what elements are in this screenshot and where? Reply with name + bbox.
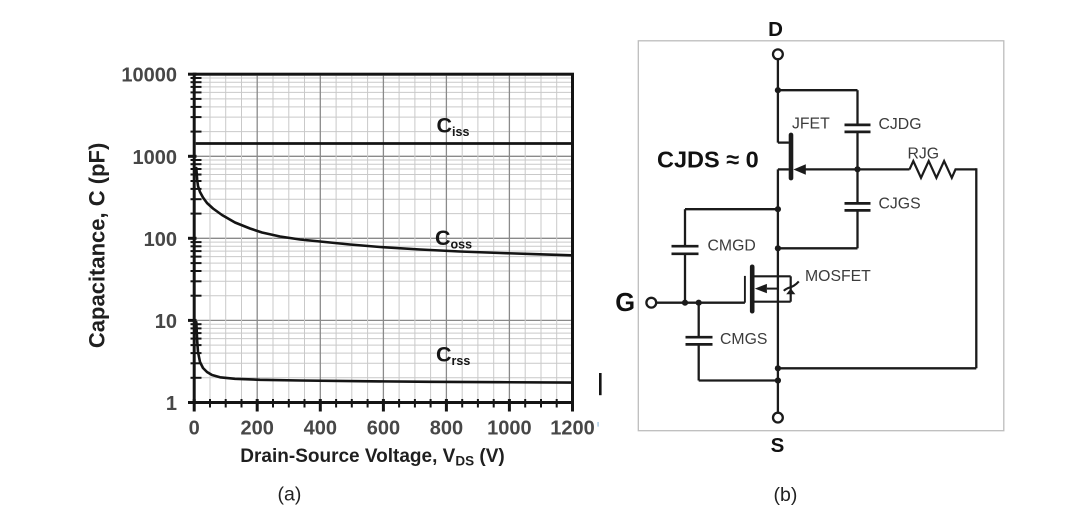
svg-text:JFET: JFET	[792, 116, 830, 133]
svg-text:1000: 1000	[133, 147, 178, 169]
svg-text:CJDS ≈ 0: CJDS ≈ 0	[657, 147, 759, 173]
svg-text:800: 800	[430, 418, 463, 440]
svg-text:CJGS: CJGS	[879, 196, 921, 213]
svg-text:RJG: RJG	[908, 146, 940, 163]
svg-text:Capacitance, C (pF): Capacitance, C (pF)	[84, 143, 109, 348]
svg-text:1000: 1000	[487, 418, 532, 440]
svg-text:CJDG: CJDG	[879, 116, 922, 133]
svg-text:1200: 1200	[550, 418, 595, 440]
svg-text:1: 1	[166, 393, 177, 415]
svg-text:D: D	[768, 18, 783, 41]
svg-text:CMGS: CMGS	[720, 331, 767, 348]
svg-text:MOSFET: MOSFET	[805, 268, 871, 285]
svg-text:G: G	[615, 289, 635, 317]
svg-text:S: S	[771, 434, 785, 457]
svg-text:CMGD: CMGD	[708, 238, 756, 255]
svg-text:200: 200	[241, 418, 274, 440]
svg-text:600: 600	[367, 418, 400, 440]
svg-text:10000: 10000	[121, 65, 177, 87]
svg-text:Drain-Source Voltage, VDS (V): Drain-Source Voltage, VDS (V)	[240, 446, 504, 469]
svg-text:(b): (b)	[774, 484, 798, 506]
svg-text:400: 400	[304, 418, 337, 440]
svg-text:(a): (a)	[278, 484, 302, 506]
svg-text:0: 0	[189, 418, 200, 440]
svg-text:100: 100	[144, 229, 177, 251]
svg-text:10: 10	[155, 311, 177, 333]
